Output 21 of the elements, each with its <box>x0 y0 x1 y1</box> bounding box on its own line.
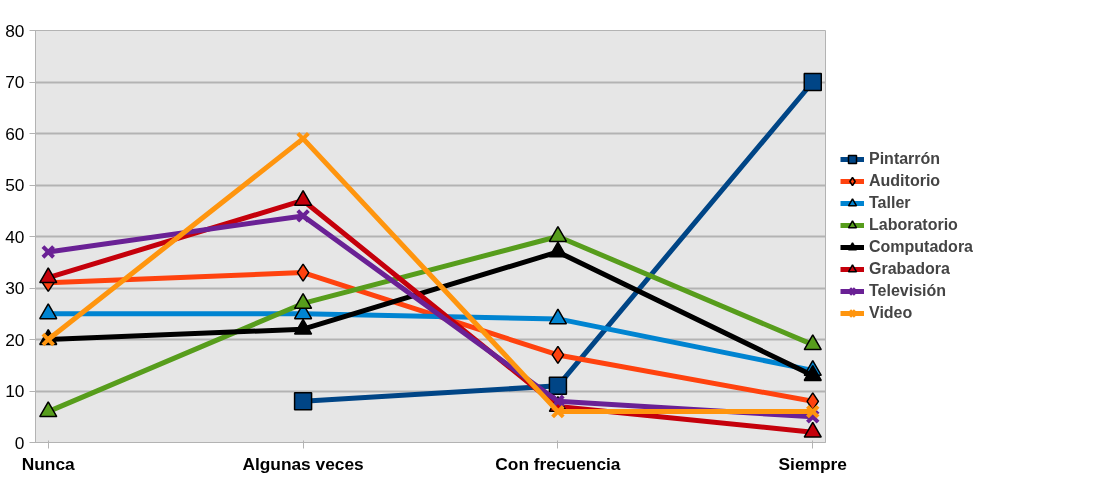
y-tick-label: 40 <box>5 226 25 247</box>
legend-label: Grabadora <box>869 260 950 278</box>
y-tick-label: 50 <box>5 175 25 195</box>
x-tick-label: Con frecuencia <box>495 453 621 474</box>
y-tick-label: 10 <box>5 381 25 401</box>
y-tick-label: 70 <box>5 72 25 92</box>
y-tick-label: 60 <box>5 123 25 144</box>
legend-label: Televisión <box>869 282 947 300</box>
y-tick-label: 80 <box>5 20 25 41</box>
legend-label: Auditorio <box>869 172 941 190</box>
x-tick-label: Nunca <box>21 453 76 474</box>
x-tick-label: Algunas veces <box>242 453 364 474</box>
x-tick-label: Siempre <box>778 453 848 474</box>
y-tick-label: 0 <box>14 432 25 453</box>
legend-label: Computadora <box>869 238 973 256</box>
legend-label: Video <box>869 304 913 322</box>
y-tick-label: 30 <box>5 278 25 298</box>
legend-label: Pintarrón <box>869 150 941 168</box>
legend-label: Laboratorio <box>869 216 958 234</box>
y-tick-label: 20 <box>5 329 25 350</box>
legend-label: Taller <box>869 194 911 212</box>
